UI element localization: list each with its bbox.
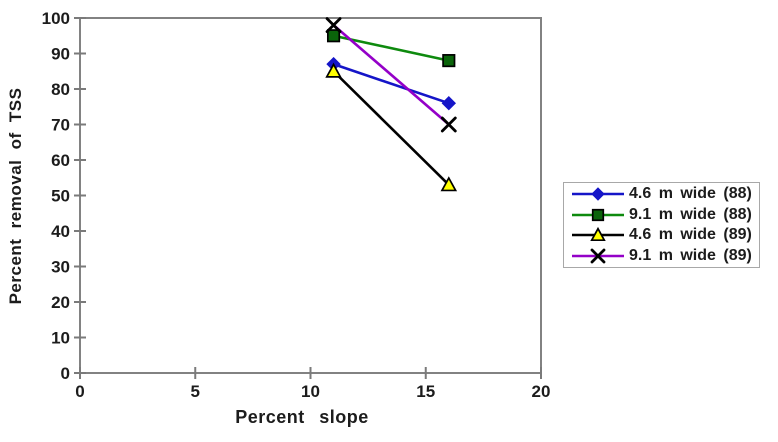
legend-marker-triangle [572,227,624,242]
legend-marker-glyph [590,227,606,242]
legend-marker-glyph [590,248,606,263]
series-line-1 [333,34,450,62]
legend-label: 4.6 m wide (89) [629,226,752,244]
data-point-x [325,17,342,33]
y-tick-label: 20 [51,293,70,312]
legend-label: 4.6 m wide (88) [629,185,752,203]
y-tick-label: 0 [61,364,70,383]
y-tick-label: 80 [51,80,70,99]
series-line-2 [332,70,450,186]
data-point-triangle [440,176,458,192]
legend-label: 9.1 m wide (88) [629,205,752,223]
legend-item: 4.6 m wide (89) [570,225,759,245]
legend: 4.6 m wide (88) 9.1 m wide (88) 4.6 m wi… [563,182,760,268]
y-axis-title: Percent removal of TSS [6,87,25,305]
y-tick-label: 40 [51,222,70,241]
plot-frame [79,17,542,374]
x-tick-label: 0 [75,382,84,401]
data-point-triangle [325,62,342,78]
x-tick-label: 20 [532,382,551,401]
legend-item: 4.6 m wide (88) [570,184,759,204]
data-point-square [442,54,456,68]
x-tick-label: 10 [301,382,320,401]
x-tick-label: 15 [416,382,435,401]
legend-item: 9.1 m wide (89) [570,246,759,266]
x-tick-label: 5 [191,382,200,401]
series-line-3 [332,24,450,126]
y-tick-label: 90 [51,45,70,64]
data-point-diamond [441,95,457,111]
y-tick-label: 100 [42,9,70,28]
legend-marker-glyph [591,208,605,221]
legend-item: 9.1 m wide (88) [570,205,759,225]
data-point-square [326,29,341,43]
y-tick-label: 50 [51,187,70,206]
legend-marker-square [572,208,624,221]
legend-marker-glyph [591,187,605,202]
y-tick-label: 60 [51,151,70,170]
legend-marker-diamond [572,187,624,202]
y-tick-label: 10 [51,329,70,348]
legend-label: 9.1 m wide (89) [629,246,752,264]
x-axis-title: Percent slope [235,407,369,427]
y-tick-label: 70 [51,116,70,135]
y-tick-label: 30 [51,258,70,277]
legend-marker-x [572,248,624,263]
data-point-x [440,116,457,133]
series-line-0 [333,62,450,105]
